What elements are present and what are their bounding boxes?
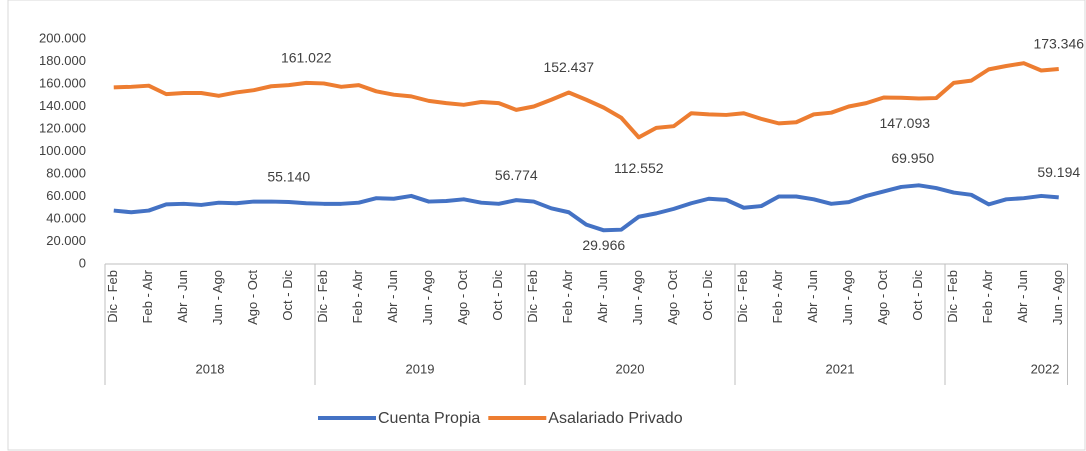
x-tick-label: Jun - Ago [630,270,645,325]
x-tick-label: Dic - Feb [945,270,960,323]
data-label: 56.774 [495,167,538,183]
y-tick-label: 100.000 [39,143,86,158]
x-tick-label: Jun - Ago [210,270,225,325]
series-line [113,183,1059,233]
series-line [113,61,1059,140]
x-tick-label: Feb - Abr [980,269,995,323]
data-label: 112.552 [614,160,664,176]
data-label: 173.346 [1033,36,1084,52]
x-tick-label: Dic - Feb [735,270,750,323]
group-label: 2020 [616,361,645,376]
x-tick-label: Ago - Oct [455,270,470,325]
x-tick-label: Ago - Oct [665,270,680,325]
y-tick-label: 40.000 [46,210,86,225]
y-tick-label: 120.000 [39,120,86,135]
data-label: 161.022 [281,50,332,66]
data-label: 59.194 [1037,164,1080,180]
x-tick-label: Abr - Jun [175,270,190,323]
data-label: 152.437 [543,59,594,75]
data-label: 147.093 [879,115,930,131]
x-tick-label: Dic - Feb [315,270,330,323]
x-tick-label: Oct - Dic [910,270,925,321]
group-label: 2022 [1031,361,1060,376]
x-tick-label: Jun - Ago [1050,270,1065,325]
x-tick-label: Jun - Ago [420,270,435,325]
x-tick-label: Dic - Feb [525,270,540,323]
legend-label: Asalariado Privado [548,410,682,427]
y-tick-label: 60.000 [46,188,86,203]
x-tick-label: Feb - Abr [770,269,785,323]
x-tick-label: Dic - Feb [105,270,120,323]
x-tick-label: Feb - Abr [350,269,365,323]
x-tick-label: Feb - Abr [560,269,575,323]
y-tick-label: 20.000 [46,233,86,248]
x-tick-label: Abr - Jun [805,270,820,323]
data-label: 55.140 [267,169,310,185]
x-tick-label: Oct - Dic [280,270,295,321]
data-label: 29.966 [582,237,625,253]
x-tick-label: Oct - Dic [490,270,505,321]
y-tick-label: 180.000 [39,53,86,68]
group-label: 2018 [196,361,225,376]
data-label: 69.950 [891,150,934,166]
y-tick-label: 0 [79,255,86,270]
y-tick-label: 80.000 [46,165,86,180]
y-tick-label: 140.000 [39,98,86,113]
x-tick-label: Abr - Jun [385,270,400,323]
legend-label: Cuenta Propia [378,410,480,427]
group-label: 2021 [826,361,855,376]
x-tick-label: Jun - Ago [840,270,855,325]
group-label: 2019 [406,361,435,376]
x-tick-label: Abr - Jun [1015,270,1030,323]
chart-frame [7,0,1086,451]
x-tick-label: Oct - Dic [700,270,715,321]
y-tick-label: 200.000 [39,30,86,45]
y-tick-label: 160.000 [39,75,86,90]
x-tick-label: Feb - Abr [140,269,155,323]
x-tick-label: Abr - Jun [595,270,610,323]
x-tick-label: Ago - Oct [245,270,260,325]
x-tick-label: Ago - Oct [875,270,890,325]
